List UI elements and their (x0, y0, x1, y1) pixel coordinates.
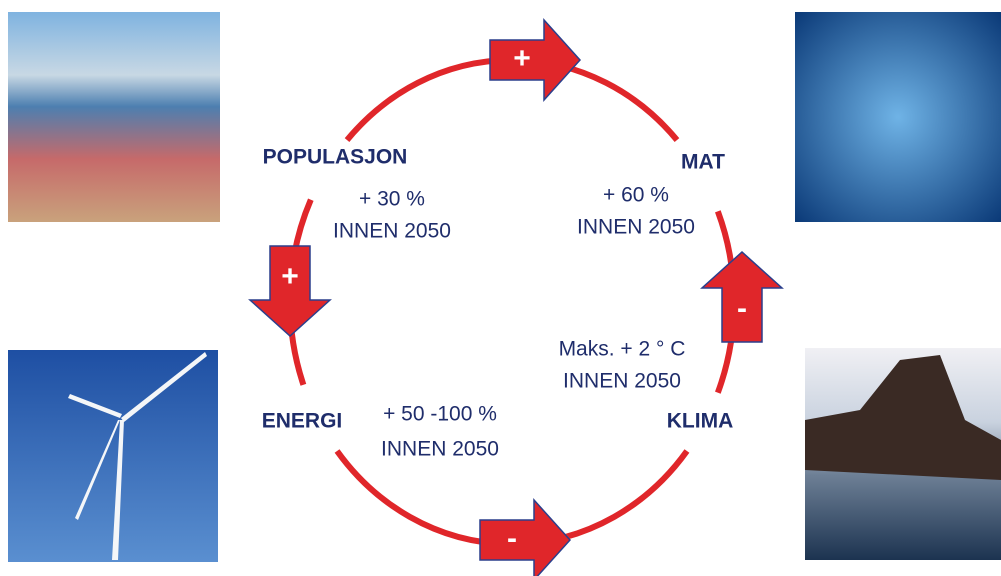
arrows: + - - + (250, 20, 782, 576)
node-horizon: INNEN 2050 (333, 220, 451, 243)
diagram: + - - + POPULASJON + 30 % INNEN 2050 MAT + 60 %… (0, 0, 1001, 576)
arrow-sign: + (281, 260, 299, 293)
photos (8, 12, 1001, 562)
arrow: - (702, 252, 782, 342)
node-horizon: INNEN 2050 (563, 370, 681, 393)
fish-photo (795, 12, 1001, 222)
arrow-sign: + (513, 42, 531, 75)
arrow-sign: - (507, 522, 517, 555)
node-horizon: INNEN 2050 (381, 438, 499, 461)
arrow: + (490, 20, 580, 100)
cycle-ring (290, 60, 734, 544)
node-label: POPULASJON (263, 146, 408, 169)
arrow-shape (480, 500, 570, 576)
node-change: + 30 % (359, 188, 425, 211)
labels: POPULASJON + 30 % INNEN 2050 MAT + 60 % INNEN… (262, 146, 734, 461)
arrow: - (480, 500, 570, 576)
node-label: KLIMA (667, 410, 734, 433)
arrow-shape (490, 20, 580, 100)
wind-photo (8, 350, 218, 562)
node-change: + 60 % (603, 184, 669, 207)
arrow-sign: - (737, 292, 747, 325)
node-change: + 50 -100 % (383, 403, 497, 426)
node-horizon: INNEN 2050 (577, 216, 695, 239)
node-label: ENERGI (262, 410, 343, 433)
arrow: + (250, 246, 330, 336)
node-change: Maks. + 2 ° C (559, 338, 686, 361)
node-label: MAT (681, 151, 725, 174)
beach-photo (8, 12, 220, 222)
